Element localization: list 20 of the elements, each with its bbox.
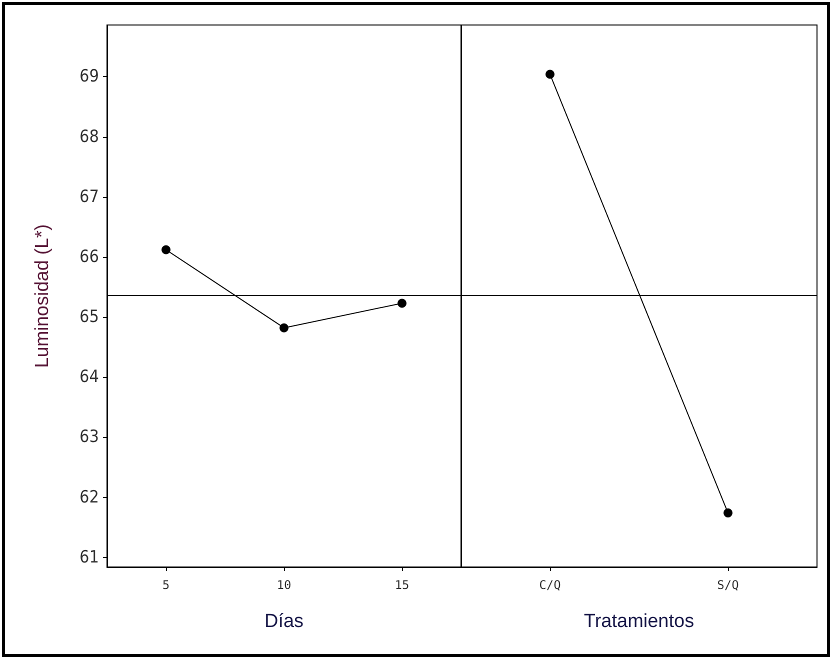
y-tick-label: 69 (80, 66, 99, 87)
x-tick-label: S/Q (717, 578, 739, 592)
y-tick-label: 62 (80, 487, 99, 508)
y-tick-label: 65 (80, 307, 99, 328)
point (280, 323, 288, 332)
y-tick-label: 63 (80, 427, 99, 448)
y-axis-title: Luminosidad (L*) (32, 224, 53, 368)
x-tick-label: C/Q (539, 578, 561, 592)
x-axis-title: Tratamientos (584, 611, 694, 632)
x-tick-label: 10 (276, 578, 292, 592)
x-tick-label: 5 (162, 578, 170, 592)
x-axis-title: Días (264, 611, 304, 632)
y-tick-label: 66 (80, 246, 99, 267)
y-tick-label: 64 (80, 367, 99, 388)
point (398, 298, 406, 308)
point (162, 245, 170, 254)
y-tick-label: 68 (80, 126, 99, 147)
x-tick-label: 15 (394, 578, 410, 592)
y-tick-label: 67 (80, 186, 99, 207)
y-tick-label: 61 (80, 547, 99, 568)
